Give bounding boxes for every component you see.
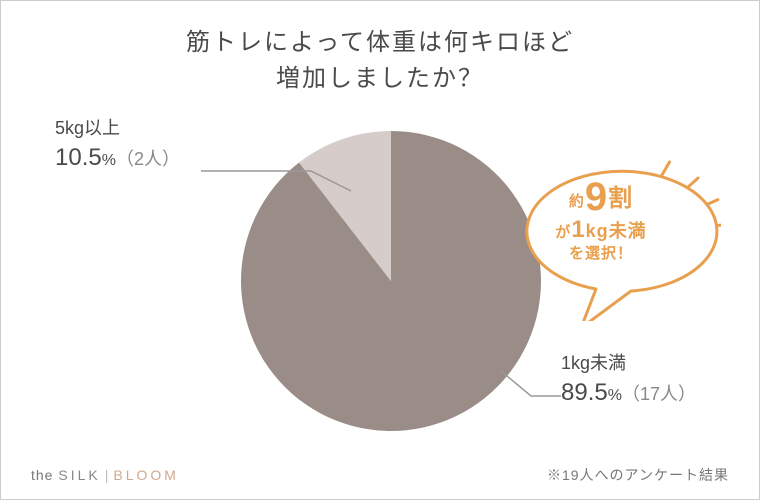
brand-pre: the — [31, 467, 58, 483]
callout-suf: 割 — [608, 185, 633, 212]
callout-line-3: を選択！ — [501, 242, 701, 263]
brand-sep: | — [105, 467, 110, 483]
brand: the SILK |BLOOM — [31, 467, 179, 483]
callout-l2-suf: 未満 — [609, 221, 647, 241]
callout-pre: 約 — [569, 193, 585, 210]
brand-silk: SILK — [58, 467, 100, 483]
footer: the SILK |BLOOM ※19人へのアンケート結果 — [31, 465, 729, 485]
callout-line-1: 約9割 — [501, 175, 701, 220]
callout-l2-unit: kg — [586, 221, 609, 241]
callout-big: 9 — [585, 175, 608, 219]
label-count: （2人） — [116, 149, 180, 169]
callout-l2-pre: が — [555, 224, 571, 241]
label-count: （17人） — [622, 384, 696, 404]
label-1kg-less: 1kg未満 89.5%（17人） — [561, 351, 696, 410]
footer-note: ※19人へのアンケート結果 — [547, 465, 729, 485]
callout-l2-em: 1 — [571, 216, 585, 243]
percent-symbol: % — [608, 387, 622, 404]
brand-bloom: BLOOM — [113, 467, 179, 483]
callout-text: 約9割 が1kg未満 を選択！ — [501, 151, 701, 263]
callout-line-2: が1kg未満 — [501, 216, 701, 244]
callout-bubble: 約9割 が1kg未満 を選択！ — [501, 151, 701, 281]
label-category: 5kg以上 — [55, 116, 180, 141]
label-5kg-plus: 5kg以上 10.5%（2人） — [55, 116, 180, 175]
label-percent: 10.5 — [55, 144, 102, 171]
percent-symbol: % — [102, 152, 116, 169]
label-percent: 89.5 — [561, 379, 608, 406]
label-category: 1kg未満 — [561, 351, 696, 376]
